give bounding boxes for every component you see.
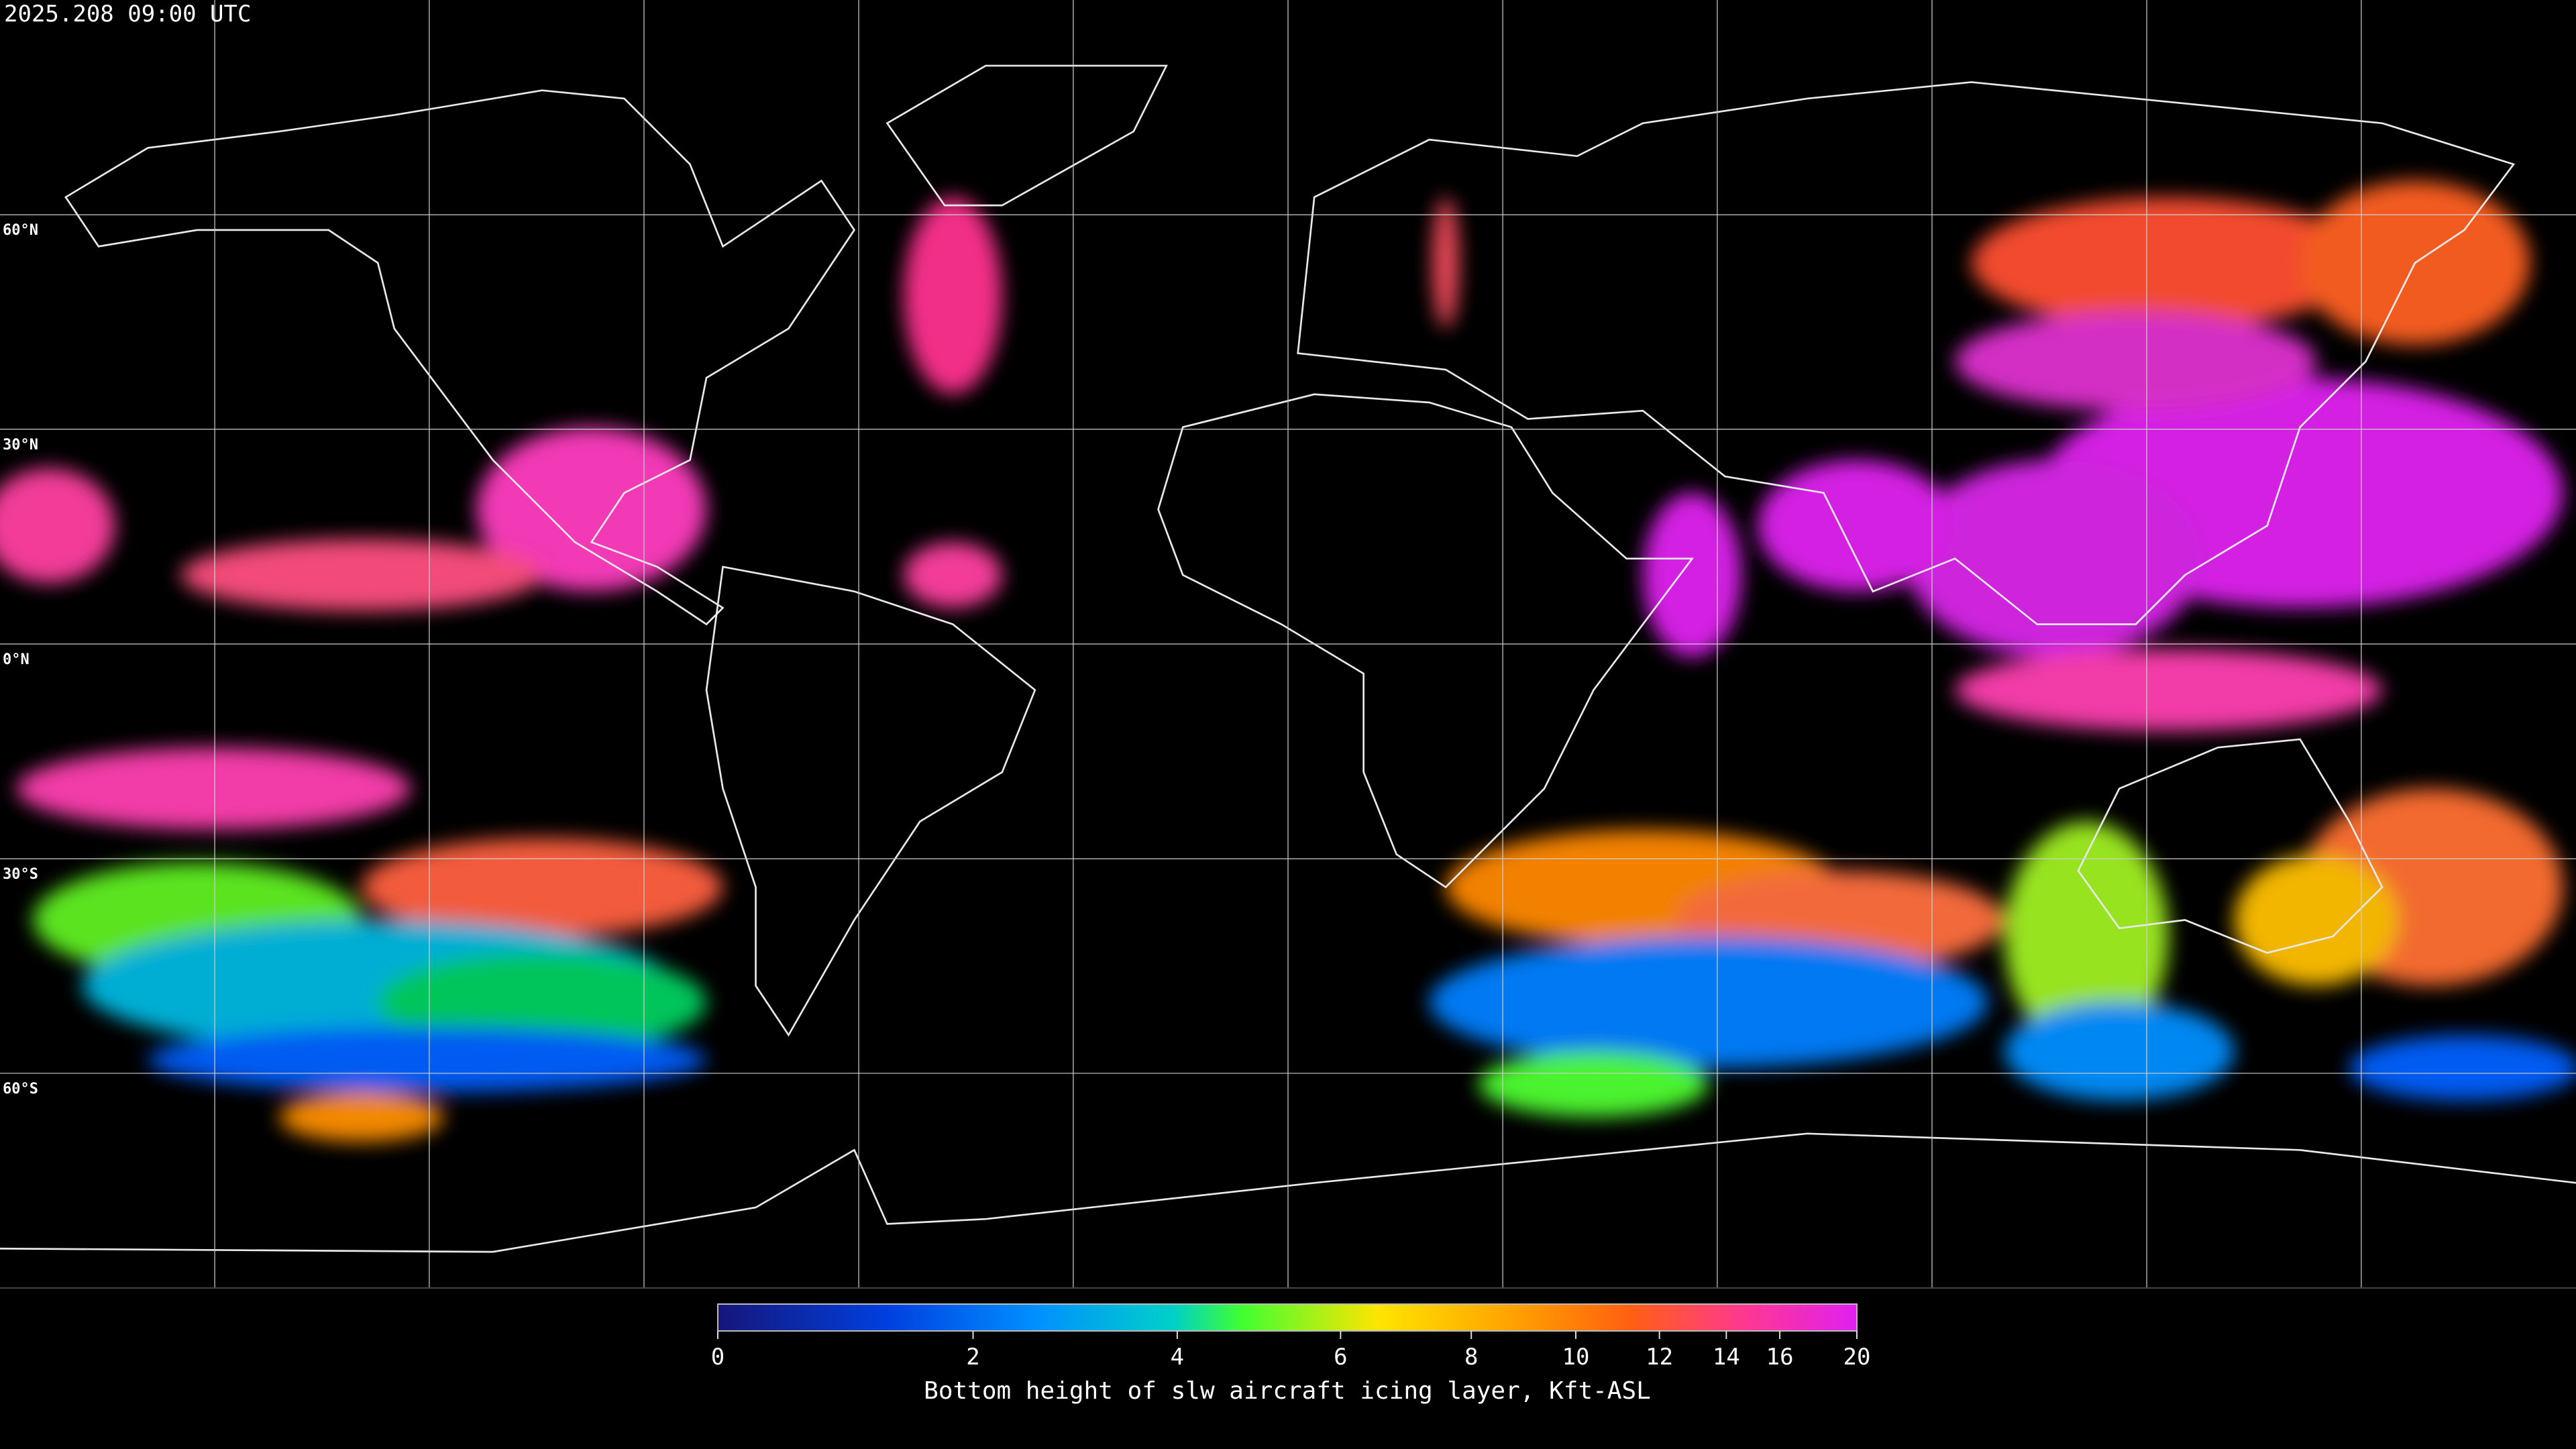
colorbar-tick-label: 8 (1464, 1344, 1478, 1371)
latitude-labels: 60°N 30°N 0°N 30°S 60°S (3, 222, 38, 1097)
colorbar-tick-label: 2 (966, 1344, 979, 1371)
antarctica (0, 1132, 2576, 1253)
colorbar-tick-label: 20 (1843, 1344, 1871, 1371)
colorbar-label: Bottom height of slw aircraft icing laye… (924, 1377, 1651, 1405)
colorbar-tick-label: 14 (1713, 1344, 1740, 1371)
europe-asia (1297, 81, 2516, 625)
colorbar (717, 1303, 1858, 1332)
map (0, 0, 2576, 1289)
colorbar-tick-label: 6 (1334, 1344, 1347, 1371)
south-america (705, 566, 1036, 1037)
north-america (64, 89, 856, 626)
latitude-label: 0°N (3, 651, 30, 668)
colorbar-tick-label: 10 (1562, 1344, 1590, 1371)
timestamp: 2025.208 09:00 UTC (4, 1, 251, 28)
latitude-label: 60°N (3, 222, 38, 239)
latitude-label: 60°S (3, 1081, 38, 1097)
colorbar-tick-label: 16 (1766, 1344, 1794, 1371)
latitude-label: 30°N (3, 437, 38, 453)
icing-cloud-field (0, 180, 2576, 1142)
graticule (0, 0, 2576, 1289)
colorbar-tick-label: 4 (1171, 1344, 1184, 1371)
greenland (885, 64, 1168, 207)
africa (1157, 393, 1695, 889)
coastlines (0, 64, 2576, 1253)
latitude-label: 30°S (3, 866, 38, 883)
colorbar-tick-label: 0 (711, 1344, 724, 1371)
colorbar-tick-label: 12 (1646, 1344, 1673, 1371)
colorbar-ticks: 0 2 4 6 8 10 12 14 16 20 (711, 1331, 1871, 1371)
australia (2077, 738, 2383, 954)
